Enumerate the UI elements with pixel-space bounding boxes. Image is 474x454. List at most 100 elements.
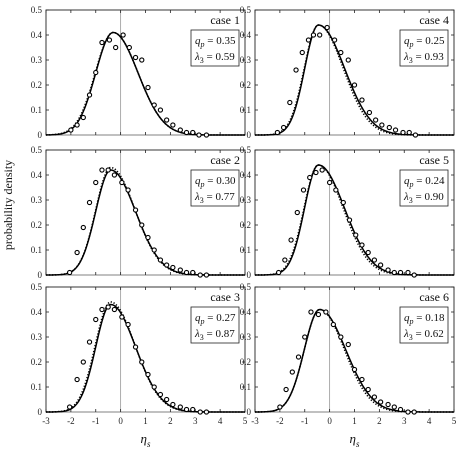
x-tick-label: -1 [301,416,309,426]
model-curve-solid [255,24,454,136]
plot-frame [254,149,455,276]
data-point [338,49,344,56]
data-point [66,404,73,410]
data-point [365,386,371,393]
param-box [399,169,449,207]
data-point [299,49,305,56]
data-point [163,262,170,268]
y-tick-label: 0.4 [31,170,43,180]
data-point [345,341,351,348]
data-point [120,32,126,38]
y-tick-label: 0.5 [240,145,252,155]
data-point [302,334,308,340]
data-point [126,44,132,51]
data-point [300,187,307,193]
data-point [74,376,80,383]
x-tick-label: -2 [276,416,284,426]
chart-panel-3: 0 0.1 0.2 0.3 0.4 0.5 case 2 qp = 0.30 λ3 = 0.77 [31,145,246,280]
data-point [197,272,203,278]
data-point [359,376,365,383]
data-point [93,179,99,186]
data-point [74,122,80,128]
data-point [330,321,337,328]
data-point [351,82,358,88]
y-axis-label: probability density [1,160,15,250]
data-point [391,404,397,410]
data-point [338,334,344,340]
y-tick-label: 0 [247,270,252,280]
data-point [319,167,325,173]
data-point [68,127,74,133]
data-point [99,167,105,173]
data-point [288,237,294,243]
y-tick-label: 0.3 [240,332,252,342]
y-tick-label: 0.3 [240,195,252,205]
y-tick-label: 0.1 [240,245,251,255]
y-tick-label: 0.1 [31,245,42,255]
data-point [326,179,333,186]
x-tick-label: 1 [352,416,357,426]
data-point [151,247,157,253]
plot-frame [45,286,246,413]
case-title: case 5 [419,153,449,167]
data-point [86,92,93,98]
x-tick-label: 0 [327,416,332,426]
param-lambda3-label: λ3 = 0.59 [194,51,235,65]
y-tick-label: 0.3 [31,332,43,342]
y-tick-label: 0.2 [240,220,251,230]
data-point [93,69,99,76]
data-point [283,386,289,393]
param-lambda3-label: λ3 = 0.77 [194,191,235,205]
x-tick-label: 0 [118,416,123,426]
data-point [340,199,346,206]
data-point [163,396,170,403]
x-tick-label: -2 [67,416,75,426]
x-tick-label: 4 [218,416,223,426]
data-point [397,269,404,276]
data-point [274,129,281,136]
data-point [411,409,417,415]
y-tick-label: 0.4 [240,30,252,40]
chart-panel-5: 0 0.1 0.2 0.3 0.4 0.5 case 3 qp = 0.27 λ3 = 0.87 [31,282,246,417]
x-tick-label: 3 [193,416,198,426]
data-point [139,57,145,63]
data-point [183,129,190,136]
y-tick-label: 0.5 [31,282,43,292]
y-tick-label: 0 [247,130,252,140]
data-point [151,102,157,108]
data-point [351,366,358,373]
param-box [190,29,240,67]
data-point [190,406,196,413]
data-point [86,339,93,345]
data-point [280,124,287,131]
data-point [163,117,170,123]
data-point [86,199,93,206]
y-tick-label: 0.2 [31,80,42,90]
param-lambda3-label: λ3 = 0.87 [194,328,235,342]
y-tick-label: 0.5 [31,5,43,15]
data-point [315,311,322,318]
data-point [385,267,391,273]
data-point [170,122,176,128]
y-tick-label: 0.5 [240,5,252,15]
data-point [391,269,397,276]
data-point [406,129,412,136]
x-tick-label: 2 [168,416,173,426]
x-axis-label: ηs [141,431,151,449]
y-tick-label: 0.1 [240,382,251,392]
plot-frame [45,9,246,136]
y-tick-label: 0.5 [240,282,252,292]
data-point [377,262,384,268]
data-point [145,234,151,241]
data-point [323,309,329,315]
x-tick-label: -3 [251,416,259,426]
data-point [119,314,125,320]
data-point [196,132,202,138]
case-title: case 3 [210,290,240,304]
y-tick-label: 0.4 [31,307,43,317]
data-point [365,249,371,256]
data-point [359,97,365,103]
x-tick-label: 1 [143,416,148,426]
data-point [183,269,190,276]
data-point [80,114,86,121]
